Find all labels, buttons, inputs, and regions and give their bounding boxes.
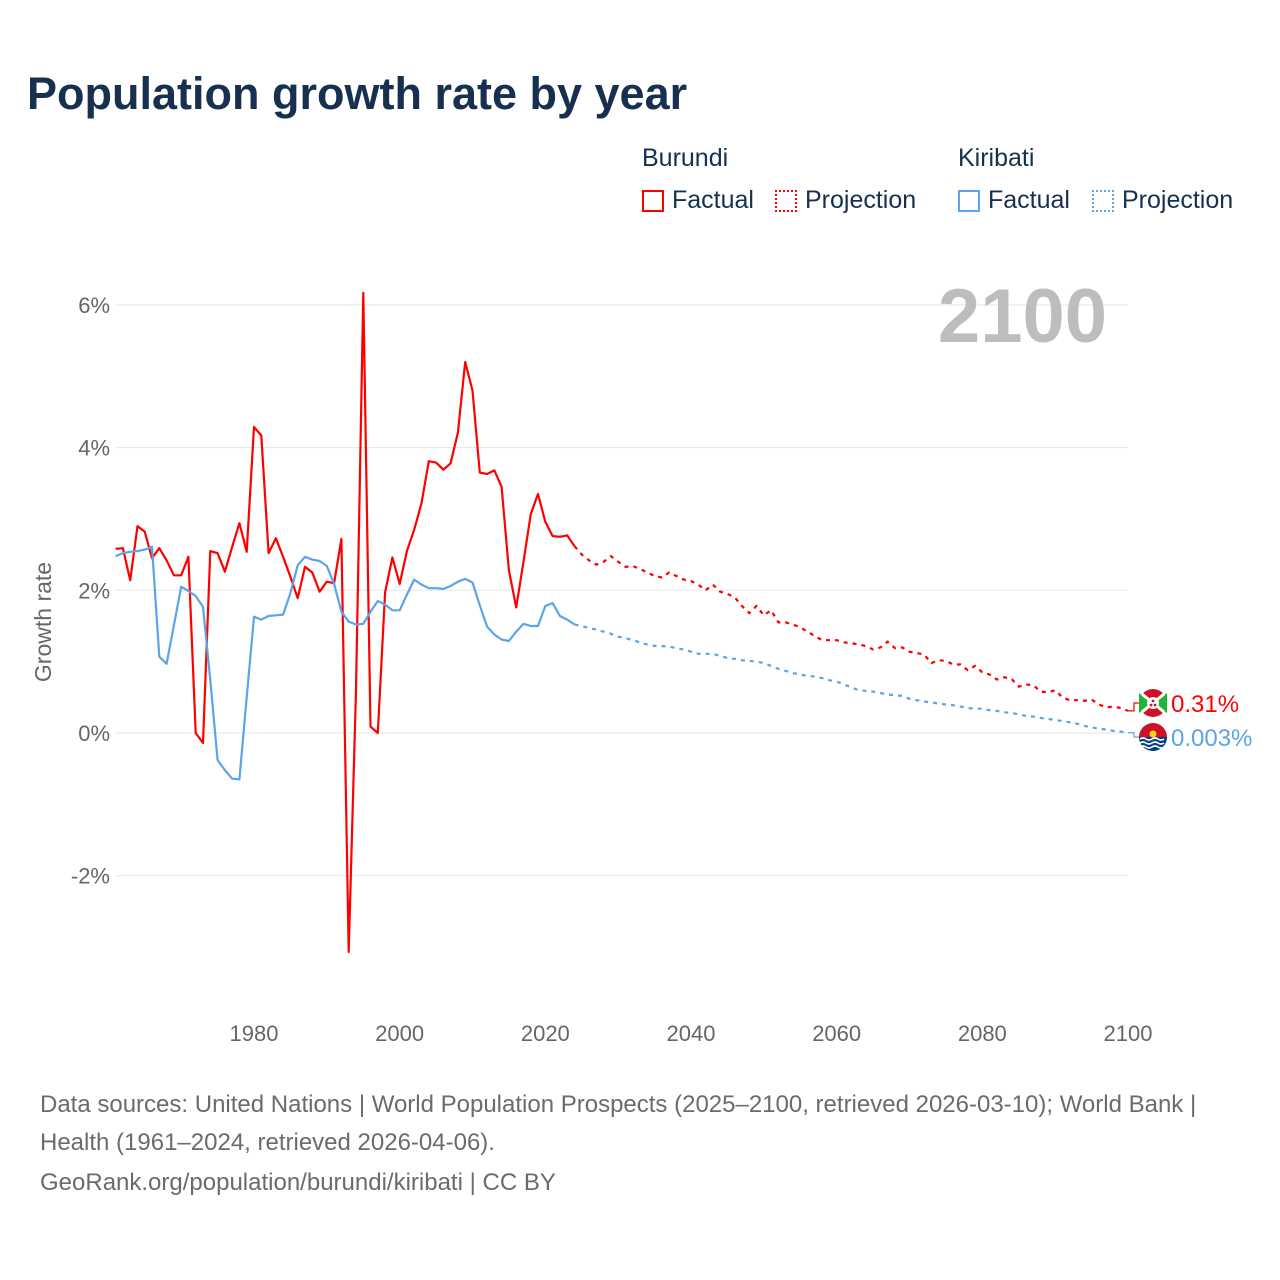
legend-label: Projection	[805, 186, 917, 214]
x-tick-label: 2080	[958, 1021, 1007, 1046]
x-tick-label: 2000	[375, 1021, 424, 1046]
legend-swatch-solid	[958, 189, 980, 212]
legend-group-burundi: Burundi	[642, 144, 729, 172]
legend-burundi-projection[interactable]: Projection	[775, 186, 916, 215]
burundi-factual-line	[115, 291, 576, 954]
legend-kiribati-factual[interactable]: Factual	[958, 186, 1070, 215]
x-tick-label: 2060	[812, 1021, 861, 1046]
current-year-label: 2100	[938, 274, 1107, 359]
burundi-projection-line	[573, 545, 1129, 712]
burundi-end-value: 0.31%	[1171, 691, 1239, 718]
chart-title: Population growth rate by year	[27, 68, 688, 119]
y-tick-label: 2%	[78, 578, 110, 603]
legend-swatch-dotted	[1092, 189, 1114, 212]
kiribati-flag-icon	[1139, 723, 1167, 751]
x-tick-label: 2040	[667, 1021, 716, 1046]
legend-group-kiribati: Kiribati	[958, 144, 1035, 172]
end-connector	[1128, 702, 1139, 712]
legend-kiribati-projection[interactable]: Projection	[1092, 186, 1233, 215]
y-tick-label: -2%	[71, 864, 110, 889]
legend-swatch-dotted	[775, 189, 797, 212]
y-tick-label: 4%	[78, 436, 110, 461]
legend-swatch-solid	[642, 189, 664, 212]
legend-burundi-factual[interactable]: Factual	[642, 186, 754, 215]
credit-link[interactable]: GeoRank.org/population/burundi/kiribati …	[40, 1169, 556, 1196]
x-tick-label: 2020	[521, 1021, 570, 1046]
legend-label: Projection	[1122, 186, 1234, 214]
kiribati-projection-line	[574, 623, 1129, 734]
kiribati-factual-line	[115, 545, 576, 781]
data-sources: Data sources: United Nations | World Pop…	[40, 1091, 1197, 1156]
y-tick-label: 6%	[78, 293, 110, 318]
kiribati-end-value: 0.003%	[1171, 725, 1252, 752]
y-tick-label: 0%	[78, 721, 110, 746]
x-tick-label: 2100	[1104, 1021, 1153, 1046]
legend-label: Factual	[672, 186, 754, 214]
x-tick-label: 1980	[230, 1021, 279, 1046]
end-connector	[1128, 732, 1139, 738]
legend-label: Factual	[988, 186, 1070, 214]
y-axis-label: Growth rate	[30, 562, 56, 682]
burundi-flag-icon	[1139, 689, 1167, 717]
